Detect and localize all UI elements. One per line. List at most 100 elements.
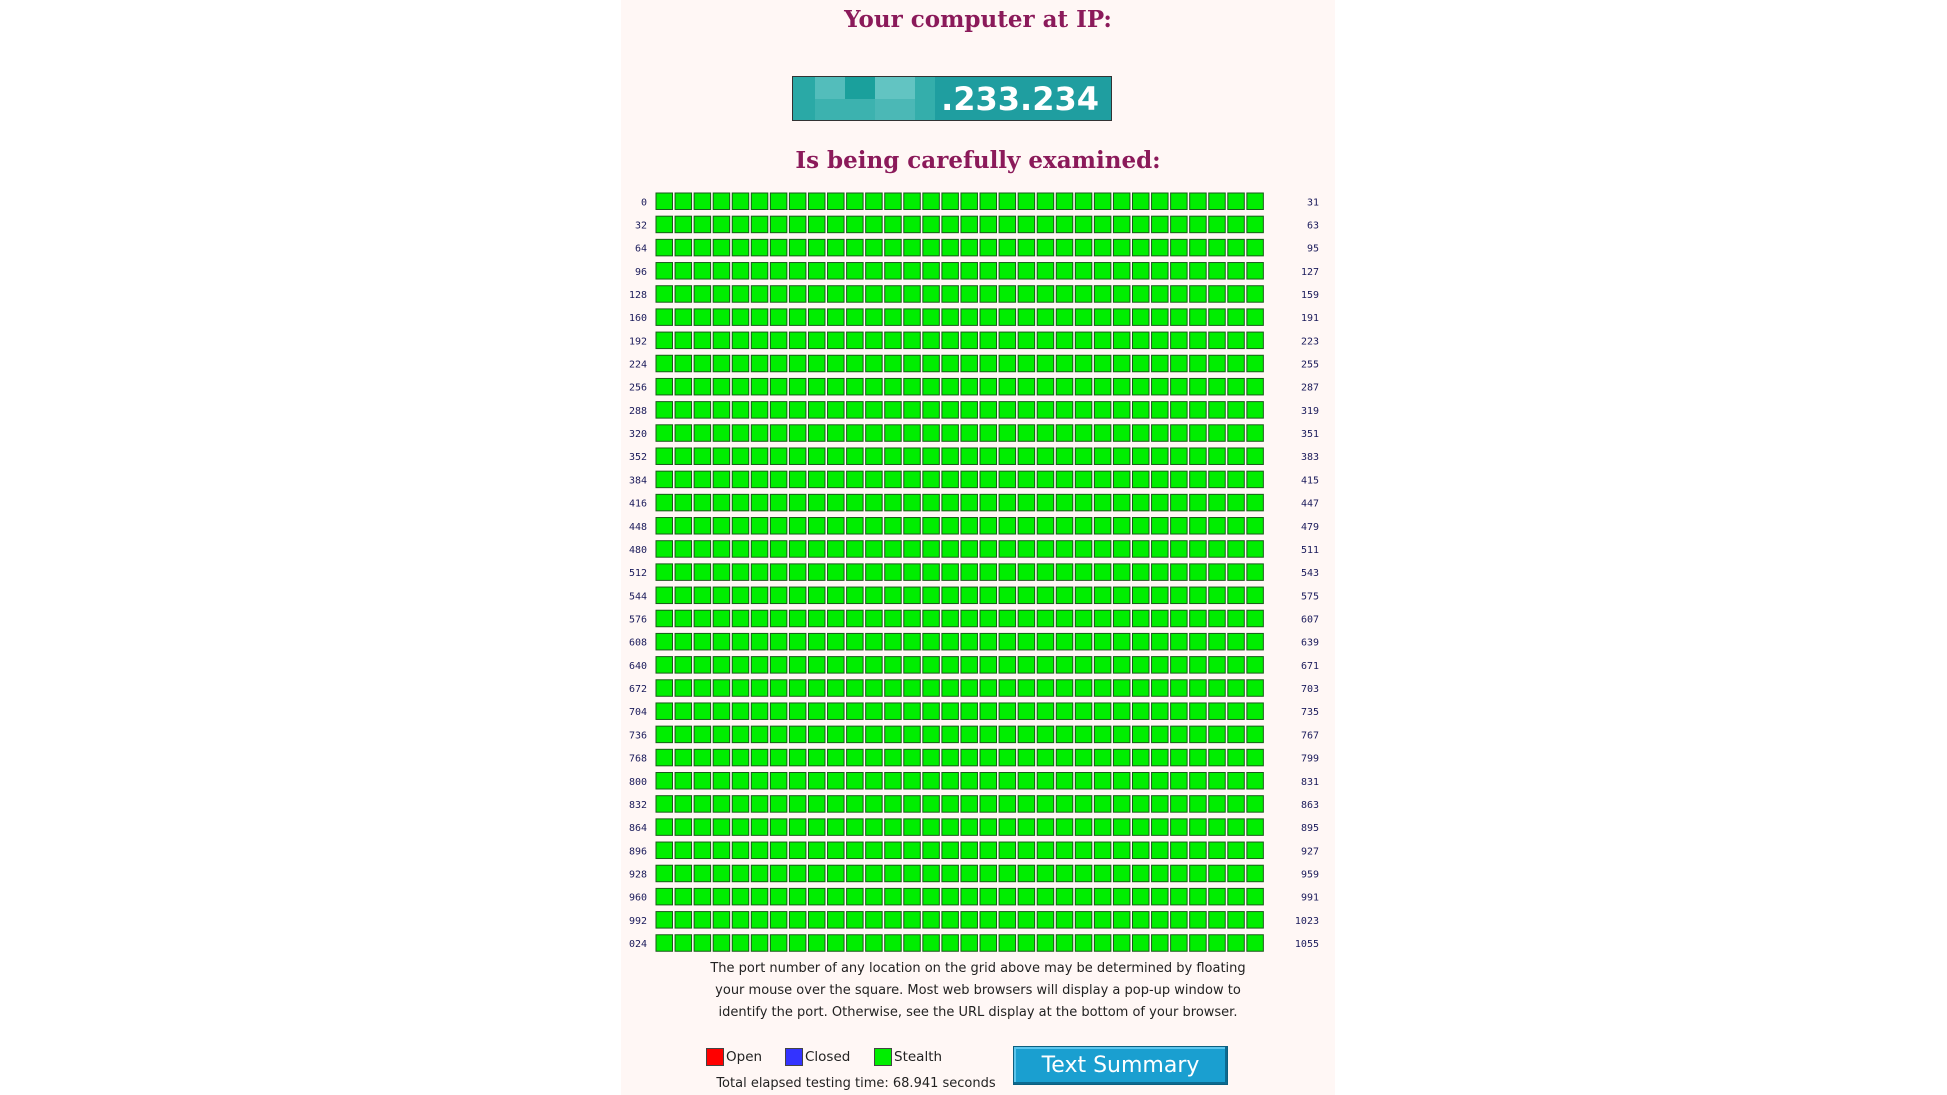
port-cell [979, 772, 998, 790]
port-cell [1112, 238, 1131, 257]
port-cell [1151, 470, 1169, 489]
port-cell [1112, 725, 1131, 744]
port-cell [865, 864, 883, 883]
port-cell [1246, 517, 1264, 535]
port-cell [1132, 818, 1150, 836]
port-cell [903, 447, 921, 465]
row-end-label: 1055 [1295, 939, 1319, 950]
port-cell [1132, 540, 1150, 558]
port-cell [655, 818, 673, 836]
port-cell [750, 563, 769, 581]
row-start-label: 024 [629, 939, 647, 950]
port-cell [1208, 447, 1226, 465]
port-cell [655, 424, 673, 442]
port-cell [998, 818, 1017, 836]
port-cell [693, 285, 712, 303]
row-end-label: 863 [1301, 800, 1319, 811]
port-cell [712, 424, 731, 442]
port-cell [674, 679, 693, 697]
port-cell [1189, 285, 1207, 303]
port-cell [731, 772, 750, 790]
port-cell [1055, 285, 1074, 303]
port-cell [788, 887, 807, 906]
port-cell [884, 632, 902, 651]
port-cell [865, 818, 883, 836]
port-cell [712, 841, 731, 860]
port-cell [1227, 493, 1245, 512]
port-cell [979, 262, 998, 280]
port-cell [1132, 192, 1150, 210]
port-cell [979, 308, 998, 326]
port-cell [1055, 934, 1074, 952]
port-cell [1055, 215, 1074, 234]
port-cell [1093, 470, 1112, 489]
port-cell [922, 238, 940, 257]
port-cell [731, 540, 750, 558]
row-start-label: 928 [629, 869, 647, 880]
port-cell [1208, 795, 1226, 813]
port-cell [1246, 841, 1264, 860]
port-cell [960, 841, 978, 860]
port-cell [674, 285, 693, 303]
port-cell [750, 517, 769, 535]
port-cell [1227, 215, 1245, 234]
port-cell [731, 748, 750, 767]
port-cell [941, 772, 959, 790]
port-cell [750, 215, 769, 234]
port-cell [884, 401, 902, 419]
port-cell [674, 934, 693, 952]
port-cell [731, 215, 750, 234]
port-cell [884, 540, 902, 558]
port-cell [655, 493, 673, 512]
port-cell [712, 934, 731, 952]
port-cell [979, 841, 998, 860]
port-cell [1246, 632, 1264, 651]
text-summary-button[interactable]: Text Summary [1013, 1046, 1228, 1085]
port-cell [1246, 563, 1264, 581]
port-cell [846, 772, 864, 790]
port-cell [1132, 308, 1150, 326]
port-cell [1036, 887, 1055, 906]
port-cell [693, 795, 712, 813]
port-cell [1093, 632, 1112, 651]
port-cell [1055, 609, 1074, 628]
port-cell [884, 911, 902, 929]
port-cell [922, 424, 940, 442]
port-cell [769, 401, 788, 419]
port-cell [1055, 262, 1074, 280]
port-cell [979, 934, 998, 952]
port-cell [922, 470, 940, 489]
port-cell [960, 818, 978, 836]
port-cell [1112, 887, 1131, 906]
port-cell [788, 262, 807, 280]
port-cell [1151, 632, 1169, 651]
row-end-label: 383 [1301, 452, 1319, 463]
port-cell [1132, 377, 1150, 396]
port-cell [693, 656, 712, 674]
port-cell [941, 748, 959, 767]
port-cell [865, 609, 883, 628]
port-cell [998, 772, 1017, 790]
port-cell [998, 656, 1017, 674]
port-cell [960, 238, 978, 257]
port-cell [674, 887, 693, 906]
port-cell [1132, 725, 1150, 744]
port-cell [693, 934, 712, 952]
port-cell [1189, 795, 1207, 813]
port-cell [827, 934, 845, 952]
port-cell [674, 609, 693, 628]
row-start-label: 288 [629, 406, 647, 417]
port-cell [1208, 632, 1226, 651]
port-cell [1074, 424, 1093, 442]
port-cell [750, 656, 769, 674]
row-end-label: 1023 [1295, 916, 1319, 927]
port-cell [827, 262, 845, 280]
port-cell [903, 377, 921, 396]
port-cell [674, 864, 693, 883]
port-cell [1227, 864, 1245, 883]
legend-item: Open [706, 1048, 762, 1066]
port-cell [1055, 331, 1074, 350]
port-cell [655, 748, 673, 767]
port-cell [1151, 377, 1169, 396]
port-cell [1093, 841, 1112, 860]
